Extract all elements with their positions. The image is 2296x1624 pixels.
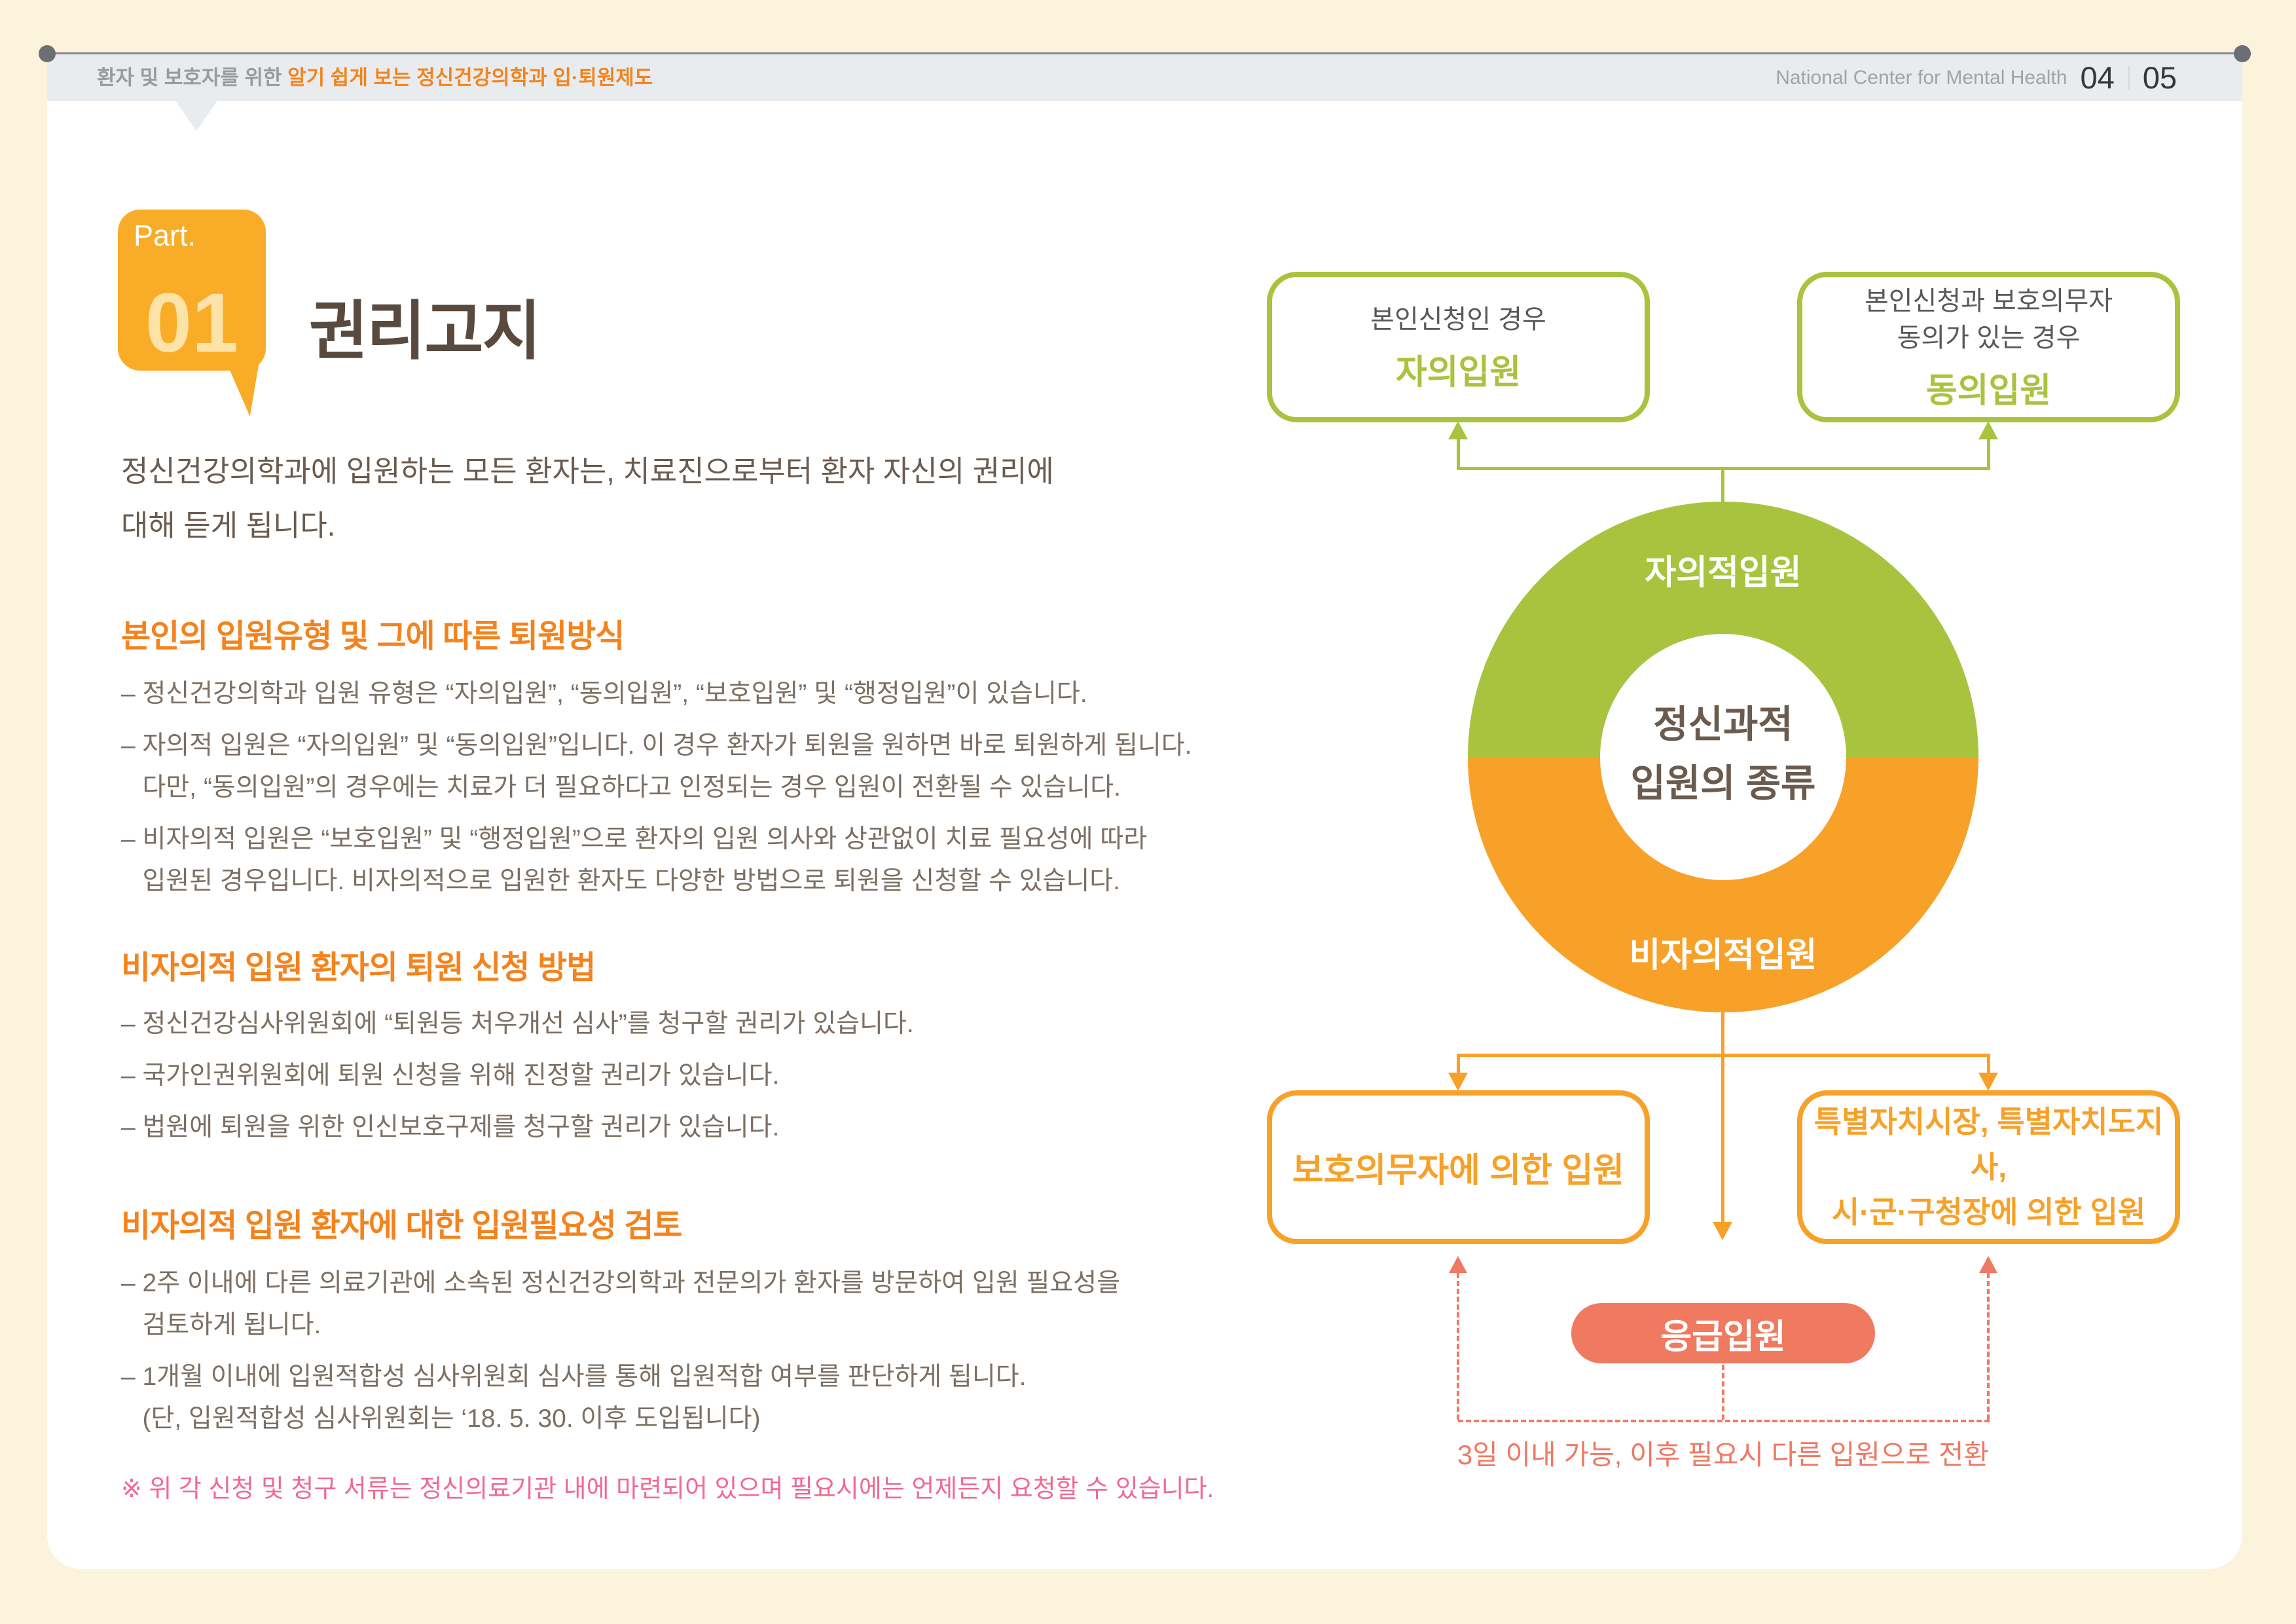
donut-top-label: 자의적입원 xyxy=(1645,554,1802,592)
header-pointer-triangle xyxy=(175,101,217,131)
admission-types-donut-chart: 자의적입원 비자의적입원 정신과적 입원의 종류 xyxy=(1468,502,1978,1012)
section2-heading: 비자의적 입원 환자의 퇴원 신청 방법 xyxy=(121,950,596,986)
donut-center-title: 정신과적 입원의 종류 xyxy=(1630,703,1816,805)
dashed-horizontal xyxy=(1458,1420,1990,1422)
bullet-item: – 국가인권위원회에 퇴원 신청을 위해 진정할 권리가 있습니다. xyxy=(121,1061,780,1090)
footnote: ※ 위 각 신청 및 청구 서류는 정신의료기관 내에 마련되어 있으며 필요시… xyxy=(121,1475,1214,1503)
header-right-dot xyxy=(2234,45,2251,62)
green-connector-left-vertical xyxy=(1457,439,1460,470)
dashed-left-vertical xyxy=(1457,1273,1459,1420)
header-right-group: National Center for Mental Health 04 05 xyxy=(1776,54,2177,101)
orange-connector-left-vertical xyxy=(1457,1054,1460,1075)
section3-bullets: – 2주 이내에 다른 의료기관에 소속된 정신건강의학과 전문의가 환자를 방… xyxy=(121,1263,1208,1450)
emergency-admission-label: 응급입원 xyxy=(1660,1318,1786,1356)
guardian-admission-box: 보호의무자에 의한 입원 xyxy=(1267,1090,1650,1244)
donut-hole xyxy=(1600,634,1846,880)
green-arrow-up-left-icon xyxy=(1448,421,1468,439)
bullet-item: – 1개월 이내에 입원적합성 심사위원회 심사를 통해 입원적합 여부를 판단… xyxy=(121,1362,1027,1433)
header-bar: 환자 및 보호자를 위한 알기 쉽게 보는 정신건강의학과 입·퇴원제도 Nat… xyxy=(39,45,2251,131)
section3-heading: 비자의적 입원 환자에 대한 입원필요성 검토 xyxy=(121,1208,683,1244)
consent-admission-label: 동의입원 xyxy=(1925,371,2052,410)
voluntary-admission-label: 자의입원 xyxy=(1395,353,1522,392)
emergency-admission-pill: 응급입원 xyxy=(1571,1303,1875,1363)
orange-connector-stem xyxy=(1721,1012,1724,1055)
orange-arrow-down-center-icon xyxy=(1713,1222,1732,1240)
donut-bottom-label: 비자의적입원 xyxy=(1629,936,1817,974)
consent-admission-box: 본인신청과 보호의무자 동의가 있는 경우 동의입원 xyxy=(1797,272,2180,422)
content-card: 환자 및 보호자를 위한 알기 쉽게 보는 정신건강의학과 입·퇴원제도 Nat… xyxy=(39,45,2251,1569)
mayor-admission-label: 특별자치시장, 특별자치도지사, 시·군·구청장에 의한 입원 xyxy=(1813,1105,2164,1229)
bullet-item: – 비자의적 입원은 “보호입원” 및 “행정입원”으로 환자의 입원 의사와 … xyxy=(121,824,1148,895)
green-connector-stem xyxy=(1721,467,1724,503)
coral-arrow-up-left-icon xyxy=(1449,1256,1467,1273)
part-label: Part. xyxy=(134,219,196,252)
green-connector-right-vertical xyxy=(1987,439,1990,470)
page-number-left: 04 xyxy=(2080,60,2115,95)
header-title-orange: 알기 쉽게 보는 정신건강의학과 입·퇴원제도 xyxy=(287,66,653,89)
page-number-right: 05 xyxy=(2142,60,2177,95)
page-number-divider xyxy=(2127,65,2130,90)
bullet-item: – 정신건강심사위원회에 “퇴원등 처우개선 심사”를 청구할 권리가 있습니다… xyxy=(121,1010,914,1038)
section1-bullets: – 정신건강의학과 입원 유형은 “자의입원”, “동의입원”, “보호입원” … xyxy=(121,673,1208,912)
orange-arrow-down-left-icon xyxy=(1448,1073,1468,1091)
consent-admission-caption: 본인신청과 보호의무자 동의가 있는 경우 xyxy=(1864,286,2113,352)
section1-heading: 본인의 입원유형 및 그에 따른 퇴원방식 xyxy=(121,619,625,654)
mayor-admission-box: 특별자치시장, 특별자치도지사, 시·군·구청장에 의한 입원 xyxy=(1797,1090,2180,1244)
orange-connector-center-vertical xyxy=(1721,1054,1724,1223)
bullet-item: – 정신건강의학과 입원 유형은 “자의입원”, “동의입원”, “보호입원” … xyxy=(121,680,1087,708)
voluntary-admission-caption: 본인신청인 경우 xyxy=(1370,304,1546,334)
header-left-dot xyxy=(39,45,56,62)
intro-paragraph: 정신건강의학과에 입원하는 모든 환자는, 치료진으로부터 환자 자신의 권리에… xyxy=(121,454,1054,543)
part-number: 01 xyxy=(145,276,239,370)
org-name: National Center for Mental Health xyxy=(1776,66,2068,88)
coral-arrow-up-right-icon xyxy=(1979,1256,1997,1273)
diagram-caption: 3일 이내 가능, 이후 필요시 다른 입원으로 전환 xyxy=(1457,1439,1990,1470)
green-connector-horizontal xyxy=(1458,467,1988,470)
bullet-item: – 자의적 입원은 “자의입원” 및 “동의입원”입니다. 이 경우 환자가 퇴… xyxy=(121,731,1192,802)
dashed-right-vertical xyxy=(1987,1273,1990,1420)
green-arrow-up-right-icon xyxy=(1978,421,1998,439)
orange-connector-right-vertical xyxy=(1987,1054,1990,1075)
guardian-admission-label: 보호의무자에 의한 입원 xyxy=(1292,1152,1625,1190)
dashed-center-vertical xyxy=(1722,1365,1724,1420)
orange-arrow-down-right-icon xyxy=(1978,1073,1998,1091)
header-document-title: 환자 및 보호자를 위한 알기 쉽게 보는 정신건강의학과 입·퇴원제도 xyxy=(97,54,653,101)
section2-bullets: – 정신건강심사위원회에 “퇴원등 처우개선 심사”를 청구할 권리가 있습니다… xyxy=(121,1003,1208,1158)
bullet-item: – 법원에 퇴원을 위한 인신보호구제를 청구할 권리가 있습니다. xyxy=(121,1113,780,1141)
part-badge: Part. 01 xyxy=(118,210,266,371)
bullet-item: – 2주 이내에 다른 의료기관에 소속된 정신건강의학과 전문의가 환자를 방… xyxy=(121,1269,1121,1339)
header-title-gray: 환자 및 보호자를 위한 xyxy=(97,66,288,89)
page-title: 권리고지 xyxy=(309,295,541,367)
voluntary-admission-box: 본인신청인 경우 자의입원 xyxy=(1267,272,1650,422)
